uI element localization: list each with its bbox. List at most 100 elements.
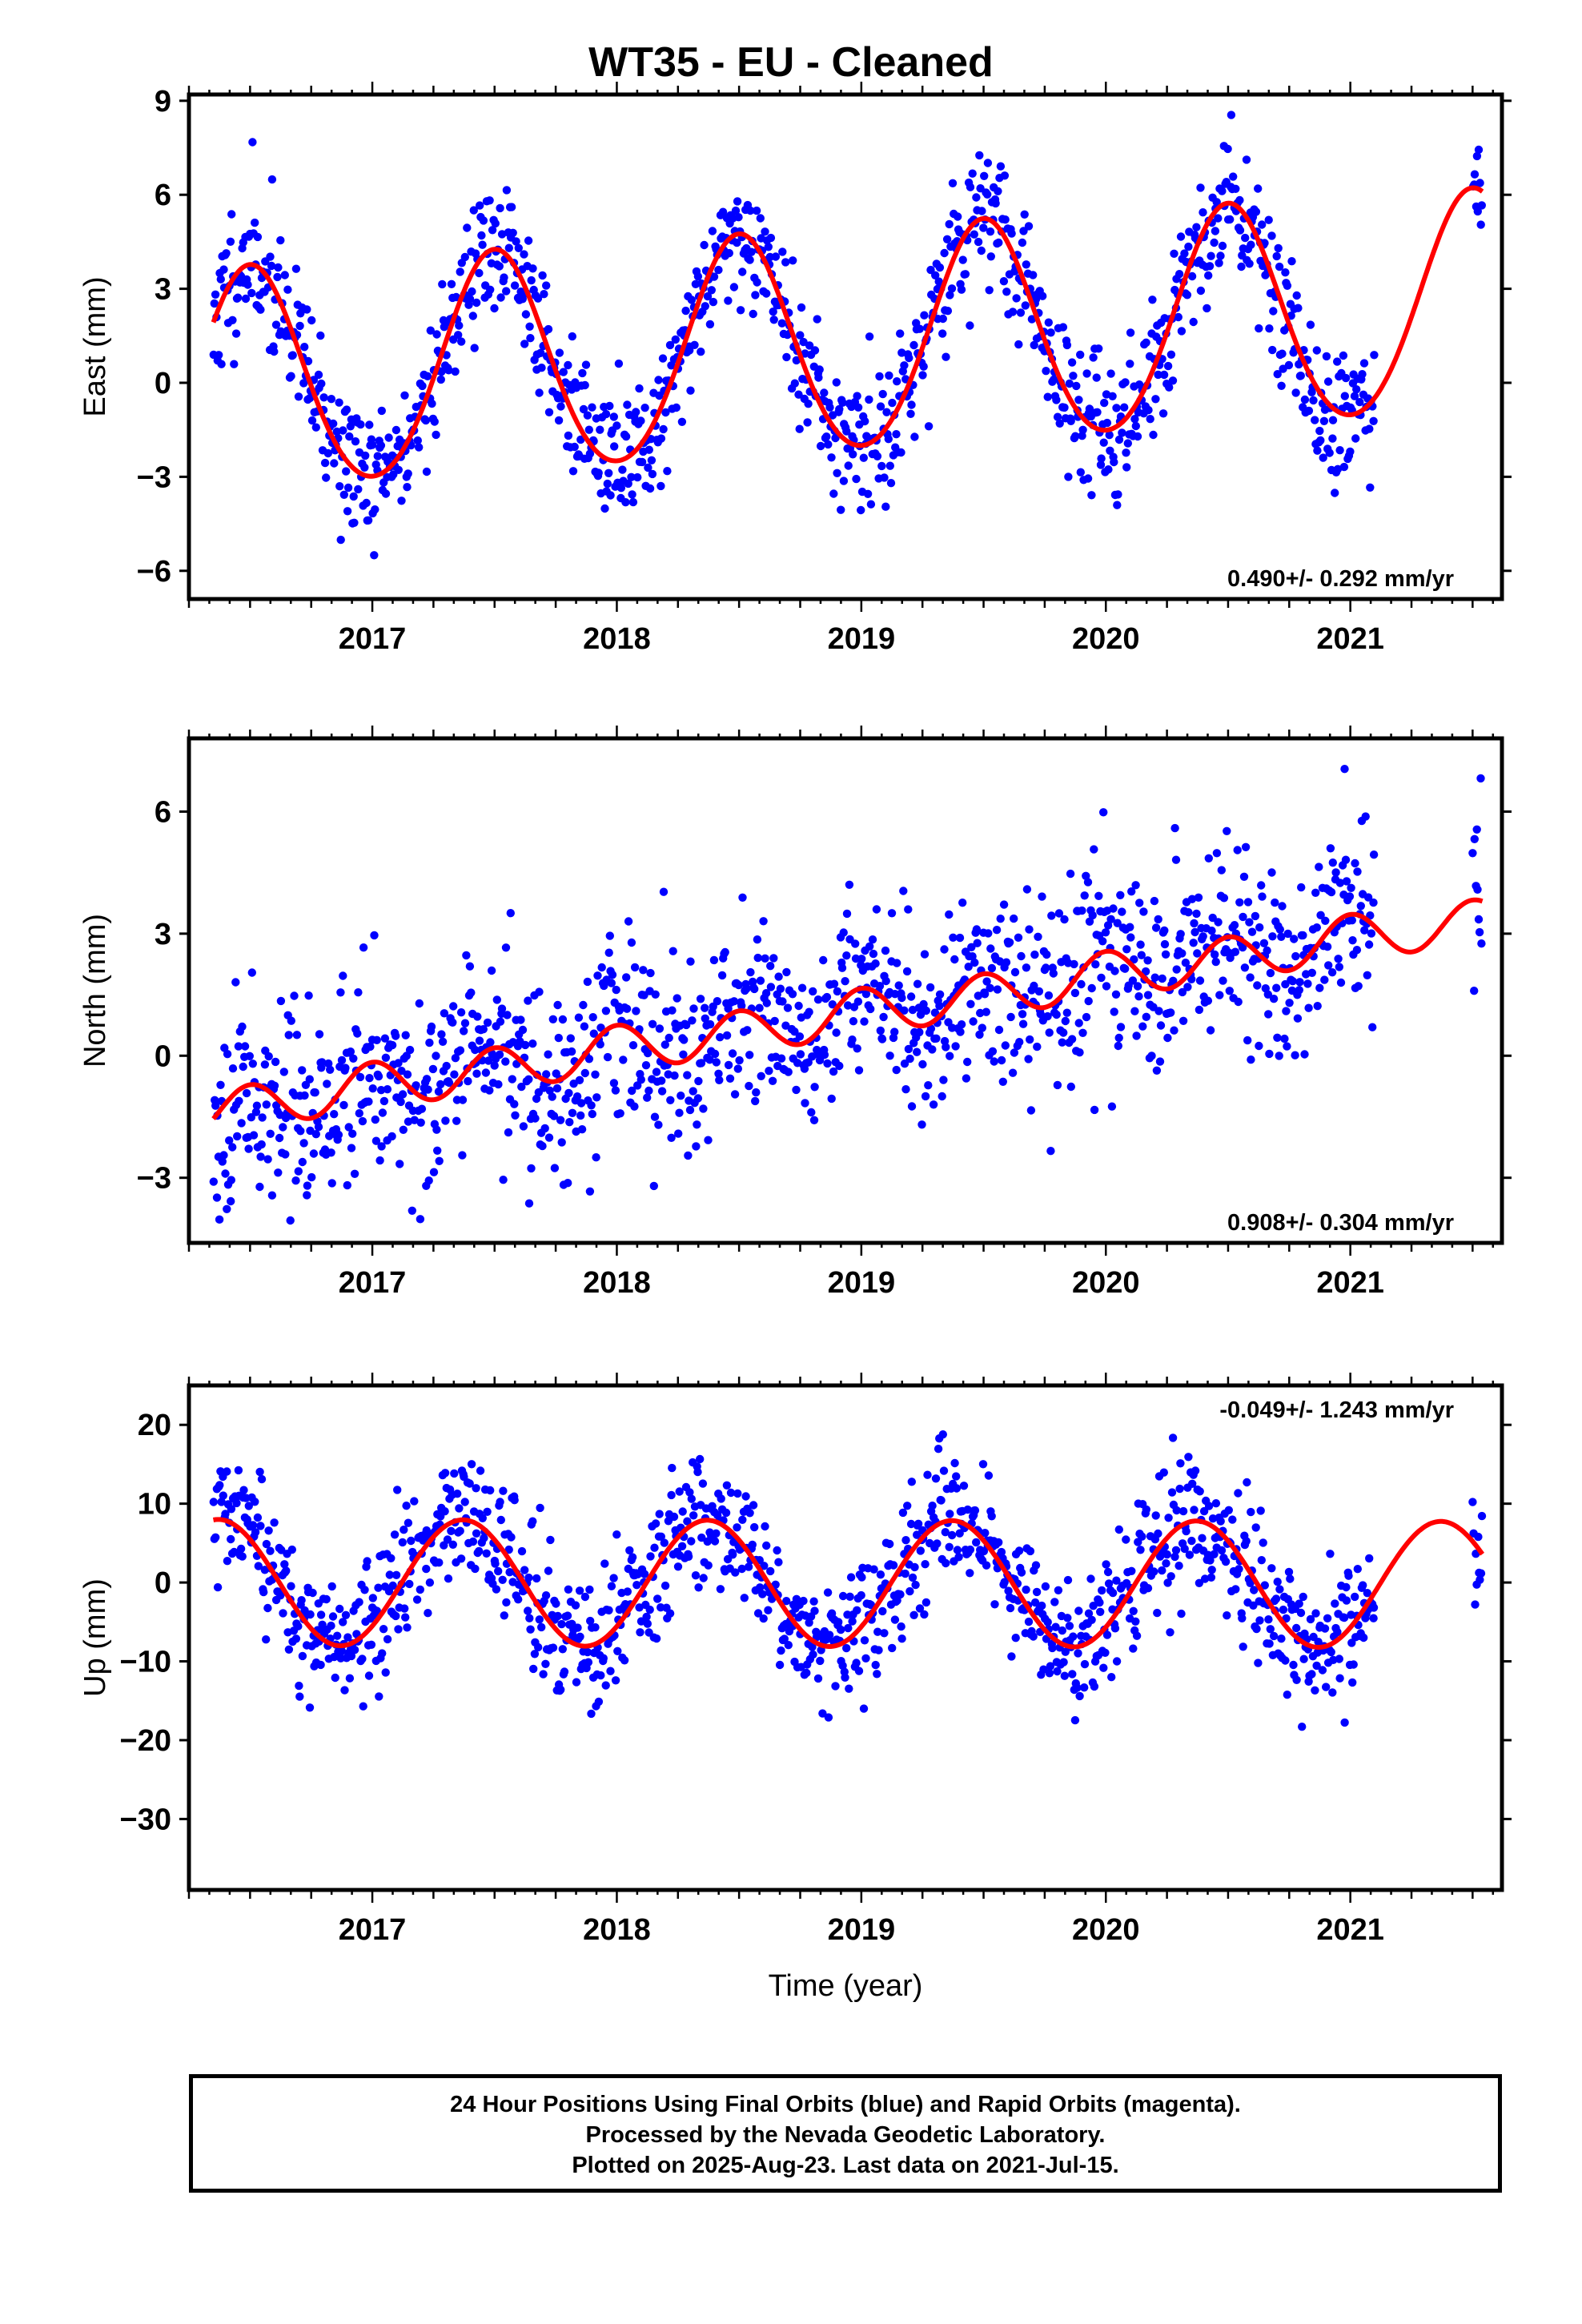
data-point [654, 1120, 663, 1129]
data-point [502, 1598, 511, 1607]
data-point [553, 1000, 562, 1010]
data-point [766, 233, 776, 243]
data-point [1182, 291, 1192, 300]
data-point [766, 1566, 775, 1576]
data-point [262, 1100, 271, 1109]
data-point [947, 284, 957, 293]
data-point [938, 329, 947, 338]
data-point [920, 311, 929, 320]
data-point [666, 1096, 675, 1105]
data-point [1254, 1659, 1263, 1667]
data-point [906, 409, 915, 418]
data-point [1185, 1550, 1195, 1559]
data-point [1187, 1536, 1196, 1546]
data-point [1333, 1627, 1342, 1637]
data-point [1002, 287, 1011, 296]
y-tick-label: 6 [155, 179, 171, 212]
data-point [970, 1506, 980, 1515]
data-point [1273, 1033, 1282, 1043]
data-point [897, 993, 906, 1003]
data-point [339, 490, 348, 499]
data-point [506, 909, 515, 918]
data-point [428, 1064, 438, 1074]
data-point [559, 368, 568, 376]
data-point [986, 983, 994, 993]
data-point [710, 1537, 720, 1546]
data-point [391, 1570, 401, 1580]
data-point [376, 1086, 386, 1095]
data-point [604, 1606, 613, 1615]
data-point [1195, 1487, 1204, 1496]
y-tick-label: 9 [155, 85, 171, 119]
data-point [1275, 1051, 1283, 1060]
data-point [685, 1105, 695, 1115]
data-point [1095, 1598, 1104, 1607]
data-point [1171, 855, 1181, 864]
data-point [222, 249, 231, 258]
data-point [636, 416, 645, 425]
data-point [854, 1667, 864, 1675]
data-point [942, 352, 950, 361]
data-point [783, 1003, 793, 1012]
data-point [968, 169, 977, 178]
data-point [705, 1019, 715, 1029]
data-point [1251, 1523, 1260, 1532]
data-point [465, 295, 475, 304]
data-point [865, 332, 874, 341]
data-point [1476, 179, 1484, 187]
data-point [680, 1035, 689, 1044]
data-point [225, 1136, 234, 1145]
model-fit-line [212, 1517, 1485, 1650]
data-point [524, 996, 532, 1005]
data-point [1245, 918, 1254, 927]
data-point [579, 404, 588, 414]
data-point [1341, 855, 1351, 864]
data-point [367, 440, 377, 449]
data-point [1251, 911, 1260, 921]
data-point [337, 1055, 347, 1065]
data-point [694, 1583, 703, 1592]
data-point [724, 296, 733, 305]
data-point [904, 905, 913, 914]
data-point [339, 426, 347, 435]
data-point [1006, 1012, 1015, 1022]
data-point [267, 175, 277, 184]
data-point [260, 1566, 269, 1574]
data-point [1004, 1586, 1013, 1595]
data-point [869, 1565, 878, 1574]
data-point [1242, 155, 1251, 164]
data-point [740, 1594, 749, 1602]
data-point [524, 1075, 533, 1084]
data-point [1352, 385, 1361, 394]
data-point [842, 951, 851, 960]
data-point [686, 957, 695, 966]
data-point [1155, 1057, 1165, 1066]
data-point [494, 1080, 503, 1089]
data-point [683, 1517, 692, 1526]
data-point [1299, 1592, 1307, 1602]
data-point [769, 316, 778, 324]
data-point [721, 947, 729, 957]
data-point [781, 1021, 790, 1030]
data-point [303, 356, 313, 366]
data-point [1061, 1647, 1070, 1656]
data-point [1161, 950, 1170, 959]
data-point [429, 1168, 439, 1176]
data-point [412, 1081, 420, 1090]
data-point [209, 1177, 218, 1186]
data-point [1476, 774, 1485, 783]
data-point [1253, 981, 1262, 990]
data-point [1164, 1514, 1173, 1522]
data-point [221, 1510, 230, 1518]
data-point [579, 1000, 588, 1010]
data-point [1083, 474, 1093, 483]
data-point [997, 1055, 1006, 1065]
data-point [1069, 372, 1078, 380]
data-point [254, 1562, 263, 1570]
data-point [640, 1570, 649, 1578]
data-point [1043, 1011, 1052, 1021]
data-point [322, 1594, 331, 1604]
data-point [1326, 1550, 1335, 1558]
data-point [1233, 846, 1242, 854]
data-point [581, 360, 591, 369]
